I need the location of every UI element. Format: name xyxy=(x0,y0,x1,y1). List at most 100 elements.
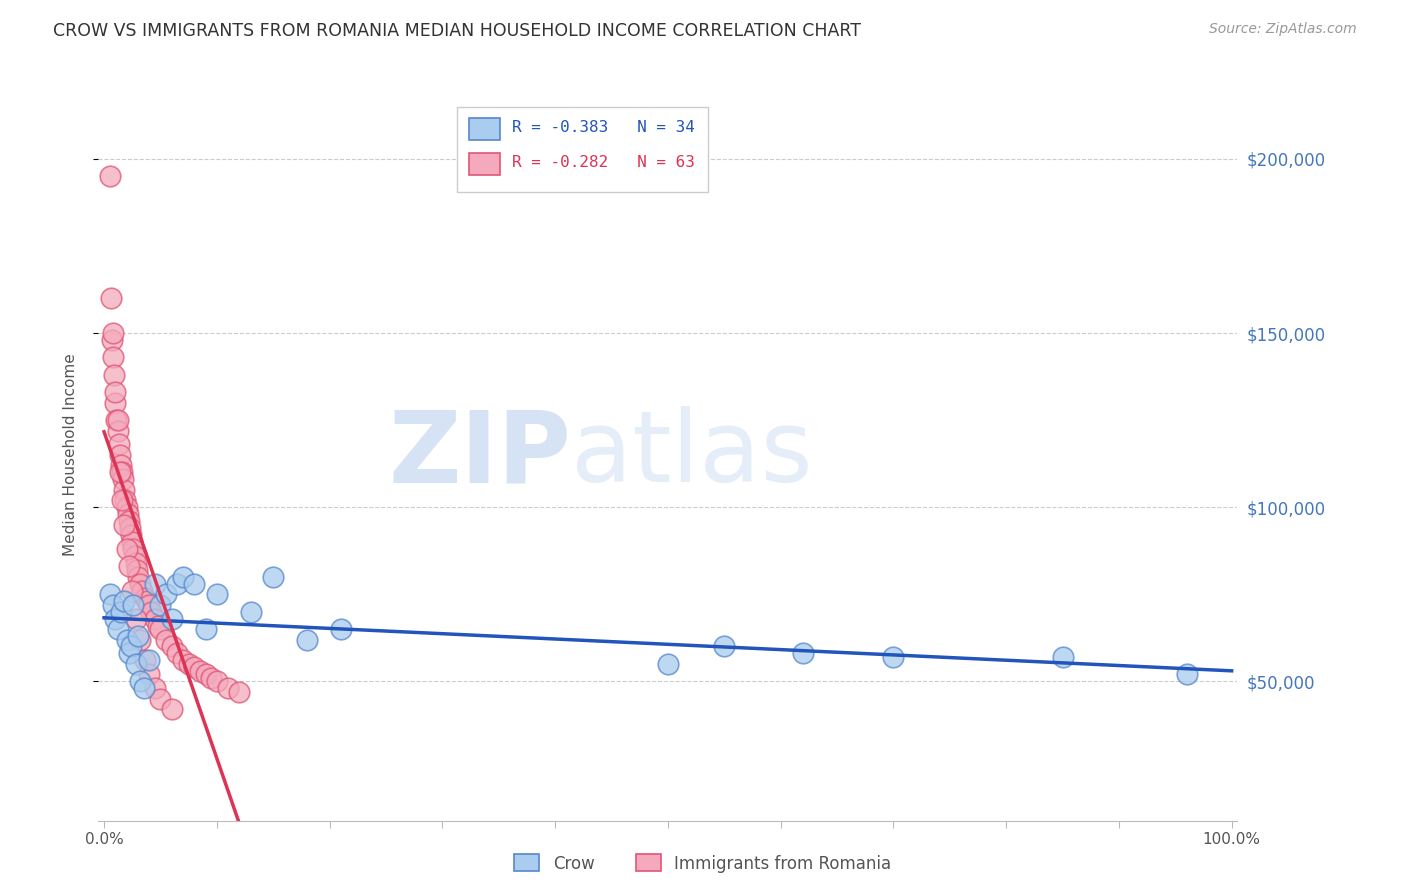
Text: R = -0.383   N = 34: R = -0.383 N = 34 xyxy=(512,120,695,136)
Point xyxy=(239,605,262,619)
Point xyxy=(111,466,134,480)
Point xyxy=(101,326,124,340)
Point xyxy=(125,563,148,577)
Point xyxy=(134,653,156,667)
Point xyxy=(160,702,183,716)
Point xyxy=(143,576,166,591)
Point xyxy=(138,667,160,681)
Point xyxy=(124,549,146,563)
Point xyxy=(160,640,183,654)
Point xyxy=(104,385,127,400)
Point xyxy=(713,640,735,654)
Point xyxy=(792,647,814,661)
Point xyxy=(118,521,141,535)
Point xyxy=(115,500,138,515)
Point xyxy=(120,528,142,542)
Point xyxy=(104,612,127,626)
Point xyxy=(129,674,152,689)
Point xyxy=(131,583,153,598)
Point xyxy=(329,622,352,636)
Point xyxy=(107,424,129,438)
Point xyxy=(110,458,132,473)
Point xyxy=(1175,667,1198,681)
Point xyxy=(194,622,217,636)
Point xyxy=(112,483,135,497)
Point xyxy=(107,437,129,451)
Point xyxy=(155,587,177,601)
Point xyxy=(882,649,904,664)
FancyBboxPatch shape xyxy=(468,153,501,175)
Point xyxy=(132,681,155,696)
Point xyxy=(172,570,194,584)
Point xyxy=(112,517,135,532)
Point xyxy=(148,618,170,632)
Point xyxy=(111,493,134,508)
Point xyxy=(118,559,141,574)
Point xyxy=(149,691,172,706)
Point xyxy=(112,472,135,486)
Point xyxy=(108,466,131,480)
Point xyxy=(1052,649,1074,664)
Point xyxy=(129,632,152,647)
Point xyxy=(205,674,228,689)
Point xyxy=(657,657,679,671)
Point xyxy=(107,413,129,427)
Point xyxy=(101,351,124,365)
Point xyxy=(101,333,124,347)
Y-axis label: Median Household Income: Median Household Income xyxy=(63,353,77,557)
Point xyxy=(124,556,146,570)
Point xyxy=(124,657,146,671)
Point xyxy=(127,629,149,643)
Legend: Crow, Immigrants from Romania: Crow, Immigrants from Romania xyxy=(508,847,898,880)
Point xyxy=(124,612,146,626)
Point xyxy=(188,664,211,678)
Point xyxy=(143,612,166,626)
Point xyxy=(104,395,127,409)
Point xyxy=(200,671,222,685)
Point xyxy=(217,681,239,696)
Text: R = -0.282   N = 63: R = -0.282 N = 63 xyxy=(512,155,695,169)
Point xyxy=(118,514,141,528)
Point xyxy=(98,587,121,601)
FancyBboxPatch shape xyxy=(468,119,501,140)
Point xyxy=(115,632,138,647)
Point xyxy=(135,594,157,608)
Point xyxy=(262,570,284,584)
Point xyxy=(120,640,142,654)
Point xyxy=(98,169,121,184)
Point xyxy=(149,598,172,612)
Point xyxy=(114,493,136,508)
Point xyxy=(108,448,131,462)
Point xyxy=(134,591,156,605)
Point xyxy=(110,605,132,619)
Point xyxy=(141,605,163,619)
Point xyxy=(183,660,205,674)
Point xyxy=(177,657,200,671)
Point xyxy=(103,368,125,382)
Point xyxy=(149,622,172,636)
Point xyxy=(112,594,135,608)
Point xyxy=(143,681,166,696)
Point xyxy=(172,653,194,667)
Point xyxy=(101,598,124,612)
Point xyxy=(138,598,160,612)
Point xyxy=(129,576,152,591)
Point xyxy=(194,667,217,681)
Point xyxy=(121,535,143,549)
Point xyxy=(118,647,141,661)
Point xyxy=(138,653,160,667)
Point xyxy=(127,570,149,584)
Text: Source: ZipAtlas.com: Source: ZipAtlas.com xyxy=(1209,22,1357,37)
Point xyxy=(105,413,128,427)
Point xyxy=(160,612,183,626)
Point xyxy=(107,622,129,636)
Point xyxy=(228,685,250,699)
FancyBboxPatch shape xyxy=(457,108,707,192)
Text: atlas: atlas xyxy=(571,407,813,503)
Point xyxy=(122,598,145,612)
Text: ZIP: ZIP xyxy=(388,407,571,503)
Point xyxy=(295,632,318,647)
Point xyxy=(121,583,143,598)
Point xyxy=(166,647,188,661)
Point xyxy=(155,632,177,647)
